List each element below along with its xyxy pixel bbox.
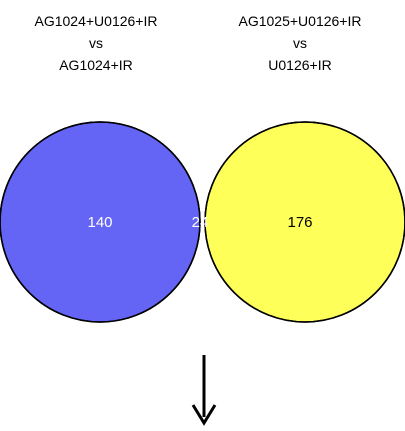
left-set-label-line-2: vs — [89, 35, 103, 51]
right-set-label-line-3: U0126+IR — [268, 57, 331, 73]
left-set-label-line-3: AG1024+IR — [59, 57, 133, 73]
right-set-outline — [204, 121, 405, 323]
left-set-label-line-1: AG1024+U0126+IR — [35, 13, 158, 29]
left-set-outline — [0, 121, 201, 323]
right-set-label-line-2: vs — [293, 35, 307, 51]
down-arrow-icon — [191, 355, 217, 426]
right-set-label-line-1: AG1025+U0126+IR — [239, 13, 362, 29]
intersection-count: 24 — [192, 214, 209, 231]
left-only-count: 140 — [87, 214, 112, 231]
right-only-count: 176 — [287, 214, 312, 231]
